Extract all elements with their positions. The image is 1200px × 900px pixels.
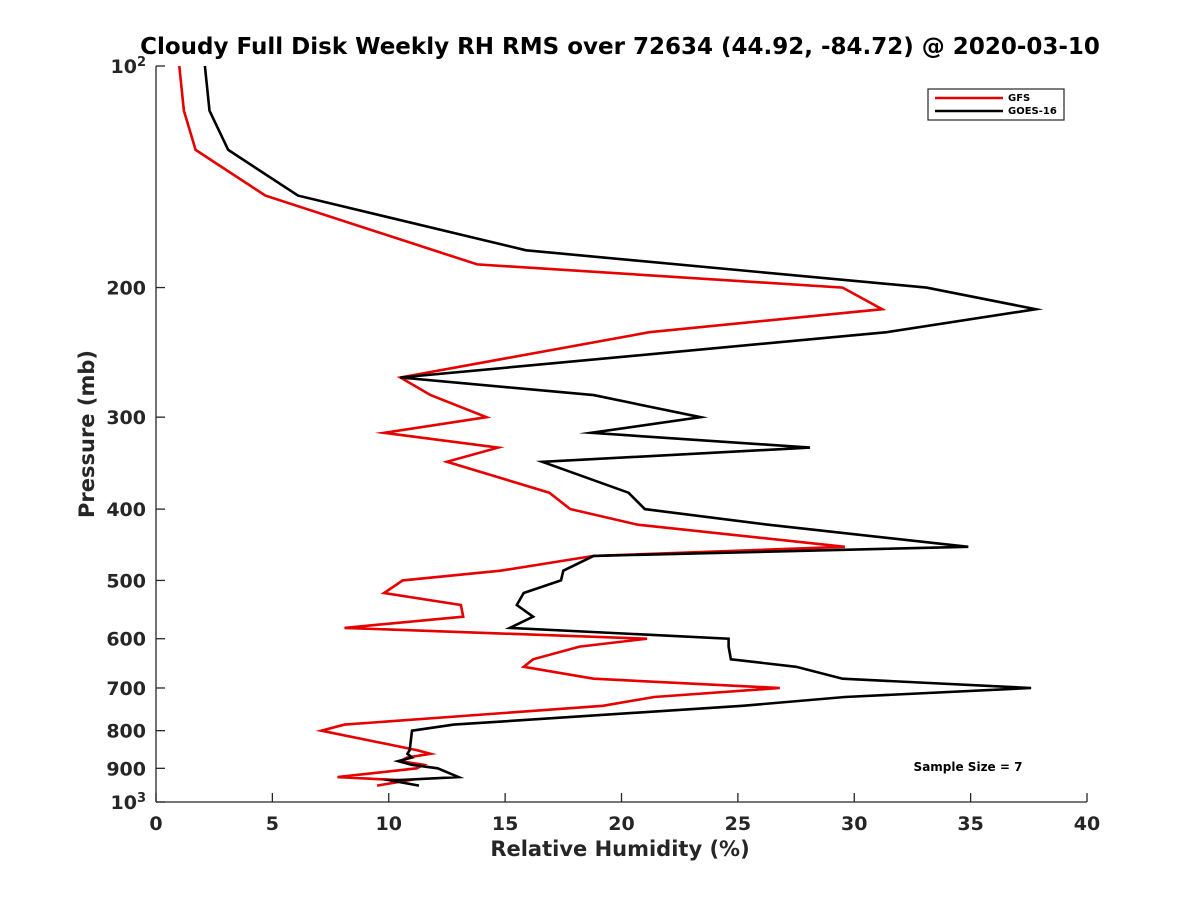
- y-tick-label: 400: [106, 499, 146, 521]
- y-tick-label: 500: [106, 570, 146, 592]
- sample-size-annotation: Sample Size = 7: [914, 760, 1023, 774]
- series-layer: [178, 65, 1044, 787]
- x-tick-label: 5: [266, 813, 279, 835]
- legend: GFS GOES-16: [927, 88, 1065, 121]
- y-tick-label: 300: [106, 407, 146, 429]
- x-tick-label: 10: [376, 813, 402, 835]
- y-tick-label: 102: [111, 55, 147, 79]
- y-tick-base: 10: [111, 792, 137, 814]
- y-tick-exponent: 2: [137, 55, 146, 70]
- y-tick-label: 600: [106, 629, 146, 651]
- x-tick-label: 0: [149, 813, 162, 835]
- series-line-gfs: [178, 65, 887, 787]
- legend-box: [927, 88, 1065, 121]
- chart-title: Cloudy Full Disk Weekly RH RMS over 7263…: [140, 34, 1100, 60]
- legend-label-goes16: GOES-16: [1008, 106, 1057, 117]
- x-tick-label: 30: [841, 813, 867, 835]
- legend-label-gfs: GFS: [1008, 93, 1030, 104]
- y-tick-label: 103: [111, 791, 147, 815]
- y-tick-label: 900: [106, 758, 146, 780]
- x-tick-label: 20: [608, 813, 634, 835]
- x-axis-ticks: 0 5 10 15 20 25 30 35 40: [149, 793, 1100, 835]
- y-tick-label: 800: [106, 721, 146, 743]
- y-tick-label: 700: [106, 678, 146, 700]
- y-tick-exponent: 3: [137, 791, 146, 806]
- x-tick-label: 15: [492, 813, 518, 835]
- y-axis-label: Pressure (mb): [75, 350, 99, 518]
- y-tick-label: 200: [106, 278, 146, 300]
- x-axis-label: Relative Humidity (%): [490, 837, 749, 861]
- y-tick-base: 10: [111, 56, 137, 78]
- x-tick-label: 35: [957, 813, 983, 835]
- x-tick-label: 25: [725, 813, 751, 835]
- series-line-goes-16: [203, 65, 1044, 787]
- x-tick-label: 40: [1074, 813, 1100, 835]
